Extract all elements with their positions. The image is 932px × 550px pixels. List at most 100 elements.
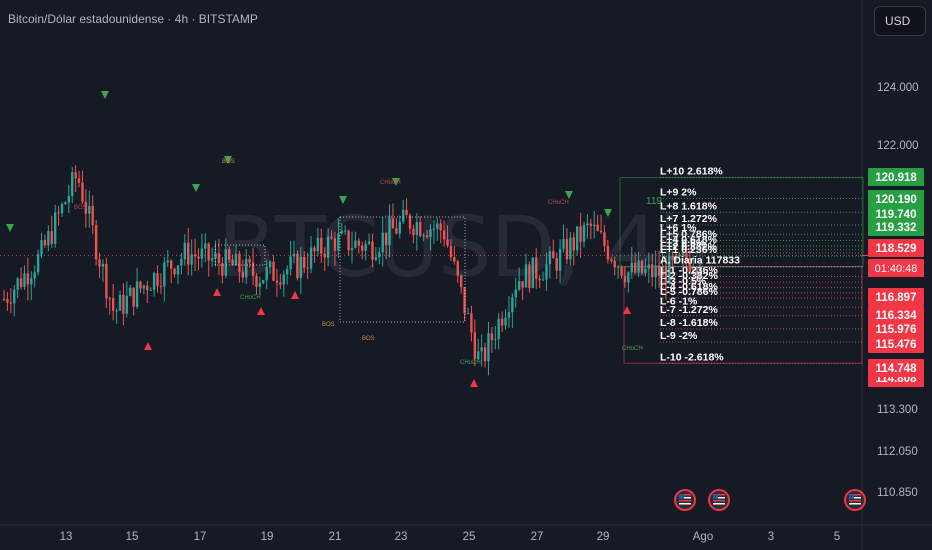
- candle-body: [616, 266, 620, 268]
- candle-body: [105, 263, 108, 299]
- candle-body: [258, 283, 262, 287]
- fib-level-label: L-6 -1%: [660, 295, 698, 307]
- us-event-flag-icon[interactable]: [844, 489, 866, 511]
- candle-body: [245, 258, 248, 278]
- candle-body: [26, 273, 30, 285]
- swing-low-marker: [144, 342, 152, 350]
- candle-body: [378, 252, 381, 258]
- candle-body: [6, 299, 9, 303]
- candle-body: [2, 298, 6, 300]
- candle-body: [343, 230, 347, 232]
- time-tick-label: 27: [531, 531, 544, 543]
- fib-level-label: L-9 -2%: [660, 330, 698, 342]
- candle-body: [651, 264, 654, 278]
- candle-body: [545, 264, 548, 280]
- candle-body: [504, 317, 507, 326]
- candle-body: [497, 318, 500, 340]
- structure-box: [339, 216, 466, 323]
- chart-title: Bitcoin/Dólar estadounidense · 4h · BITS…: [8, 12, 258, 26]
- candle-body: [466, 313, 470, 315]
- candle-body: [579, 226, 582, 242]
- fib-level-label: L-2 -0.382%: [660, 270, 718, 282]
- candle-body: [408, 215, 412, 229]
- candle-body: [180, 258, 183, 266]
- candle-body: [572, 237, 575, 251]
- candle-body: [633, 262, 637, 273]
- price-badge: [868, 288, 924, 306]
- bos-label: BOS: [222, 159, 235, 165]
- swing-high-marker: [339, 196, 347, 204]
- time-tick-label: 25: [463, 531, 476, 543]
- choch-label: CHoCH: [380, 180, 401, 186]
- candle-body: [524, 264, 528, 288]
- candle-body: [668, 255, 671, 284]
- candle-body: [316, 237, 320, 252]
- candle-body: [333, 238, 337, 251]
- bos-label: BOS: [322, 322, 335, 328]
- candle-body: [268, 261, 272, 268]
- swing-low-marker: [470, 379, 478, 387]
- candle-body: [610, 259, 613, 262]
- candle-body: [627, 272, 630, 283]
- bos-label: BOS: [362, 336, 375, 342]
- candle-body: [582, 225, 586, 242]
- candle-body: [606, 245, 610, 260]
- candle-body: [122, 294, 125, 314]
- candle-body: [517, 281, 521, 290]
- candle-body: [698, 266, 702, 272]
- fib-level-label: L-3 -0.5%: [660, 276, 707, 288]
- candle-body: [101, 263, 105, 267]
- candle-body: [231, 259, 234, 266]
- candle-body: [108, 298, 111, 300]
- price-badge-label: 119.332: [876, 222, 917, 234]
- candle-body: [412, 228, 415, 236]
- candle-body: [163, 262, 166, 287]
- us-event-flag-icon[interactable]: [674, 489, 696, 511]
- candle-body: [367, 241, 371, 244]
- candle-body: [388, 218, 391, 246]
- candle-body: [685, 253, 688, 263]
- candle-body: [204, 243, 207, 249]
- candle-body: [674, 254, 678, 260]
- fib-level-label: L-8 -1.618%: [660, 317, 718, 329]
- candle-body: [81, 182, 84, 202]
- candle-body: [111, 298, 115, 311]
- candle-body: [146, 285, 149, 291]
- swing-low-marker: [291, 291, 299, 299]
- candle-body: [57, 212, 60, 214]
- candle-body: [16, 278, 19, 290]
- bos-label: BOS: [74, 205, 87, 211]
- fib-level-label: L+6 1%: [660, 222, 697, 234]
- candle-body: [262, 280, 265, 284]
- fib-level-label: L+3 0.5%: [660, 238, 706, 250]
- fib-level-label: L+5 0.786%: [660, 228, 718, 240]
- price-tick-label: 112.050: [877, 446, 918, 458]
- candle-body: [395, 228, 398, 234]
- price-badge-label: 116.897: [876, 292, 917, 304]
- us-event-flag-icon[interactable]: [708, 489, 730, 511]
- swing-high-marker: [224, 156, 232, 164]
- candle-body: [50, 231, 53, 244]
- candle-body: [272, 261, 275, 281]
- price-badge-label: 01:40:48: [875, 263, 918, 275]
- candle-body: [282, 274, 285, 285]
- candle-body: [535, 257, 538, 279]
- candle-body: [320, 237, 323, 254]
- currency-button[interactable]: USD: [874, 6, 926, 36]
- fib-level-label: L-4 -0.618%: [660, 281, 718, 293]
- swing-low-marker: [213, 288, 221, 296]
- candle-body: [463, 287, 466, 314]
- time-tick-label: 19: [261, 531, 274, 543]
- side-value-label: 119: [646, 196, 662, 207]
- candle-body: [183, 242, 187, 259]
- candle-body: [292, 253, 296, 257]
- candle-body: [398, 221, 401, 234]
- candle-body: [453, 257, 456, 262]
- candle-body: [630, 262, 633, 273]
- fib-level-label: L-5 -0.786%: [660, 286, 718, 298]
- candle-body: [84, 201, 88, 214]
- candle-body: [98, 259, 101, 267]
- swing-low-marker: [623, 306, 631, 314]
- time-tick-label: 17: [194, 531, 207, 543]
